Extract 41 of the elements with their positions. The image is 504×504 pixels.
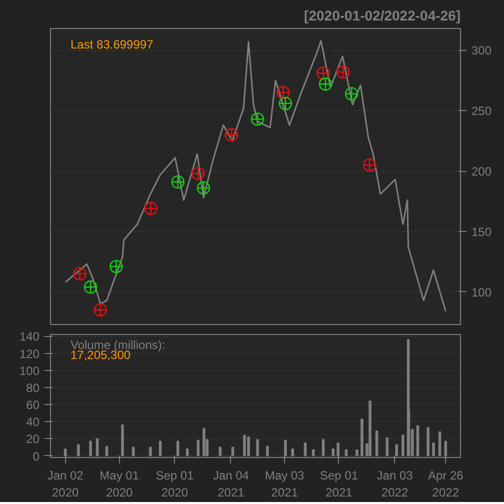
x-tick-label: May 03 2021 xyxy=(264,468,305,500)
y-tick-label: 250 xyxy=(472,104,492,118)
x-tick-label: Sep 01 2020 xyxy=(156,468,194,500)
y-tick-label: 20 xyxy=(26,432,40,446)
y-tick-label: 100 xyxy=(19,364,40,378)
x-tick-label: Jan 02 2020 xyxy=(47,468,84,500)
point xyxy=(276,86,290,100)
x-tick-label: Jan 04 2021 xyxy=(212,468,250,500)
point xyxy=(336,65,350,79)
chart-title: [2020-01-02/2022-04-26] xyxy=(304,8,461,24)
y-tick-label: 40 xyxy=(26,415,40,430)
y-tick-label: 100 xyxy=(472,285,492,300)
point xyxy=(196,181,210,195)
x-tick-label: Jan 03 2022 xyxy=(376,468,414,500)
y-tick-label: 140 xyxy=(19,330,40,344)
point xyxy=(94,303,108,317)
point xyxy=(278,96,292,110)
y-tick-label: 80 xyxy=(26,380,40,395)
point xyxy=(73,267,86,280)
x-tick-label: Apr 26 2022 xyxy=(428,468,464,500)
y-tick-label: 120 xyxy=(19,346,40,361)
point xyxy=(144,202,158,216)
point xyxy=(110,260,123,274)
y-tick-label: 300 xyxy=(472,44,492,58)
x-tick-label: Sep 01 2021 xyxy=(320,468,358,500)
point xyxy=(362,158,376,172)
y-tick-label: 150 xyxy=(472,224,492,239)
point xyxy=(84,280,98,294)
point xyxy=(250,112,264,126)
point xyxy=(171,175,185,189)
y-tick-label: 0 xyxy=(32,449,40,464)
annotation: Last 83.699997 xyxy=(70,37,154,52)
point xyxy=(318,77,332,91)
point xyxy=(224,128,238,142)
point xyxy=(316,66,330,80)
x-tick-label: May 01 2020 xyxy=(100,468,140,500)
y-tick-label: 60 xyxy=(26,398,40,412)
point xyxy=(344,87,358,100)
line-series xyxy=(64,40,446,312)
point xyxy=(191,166,205,180)
y-tick-label: 200 xyxy=(472,164,492,179)
